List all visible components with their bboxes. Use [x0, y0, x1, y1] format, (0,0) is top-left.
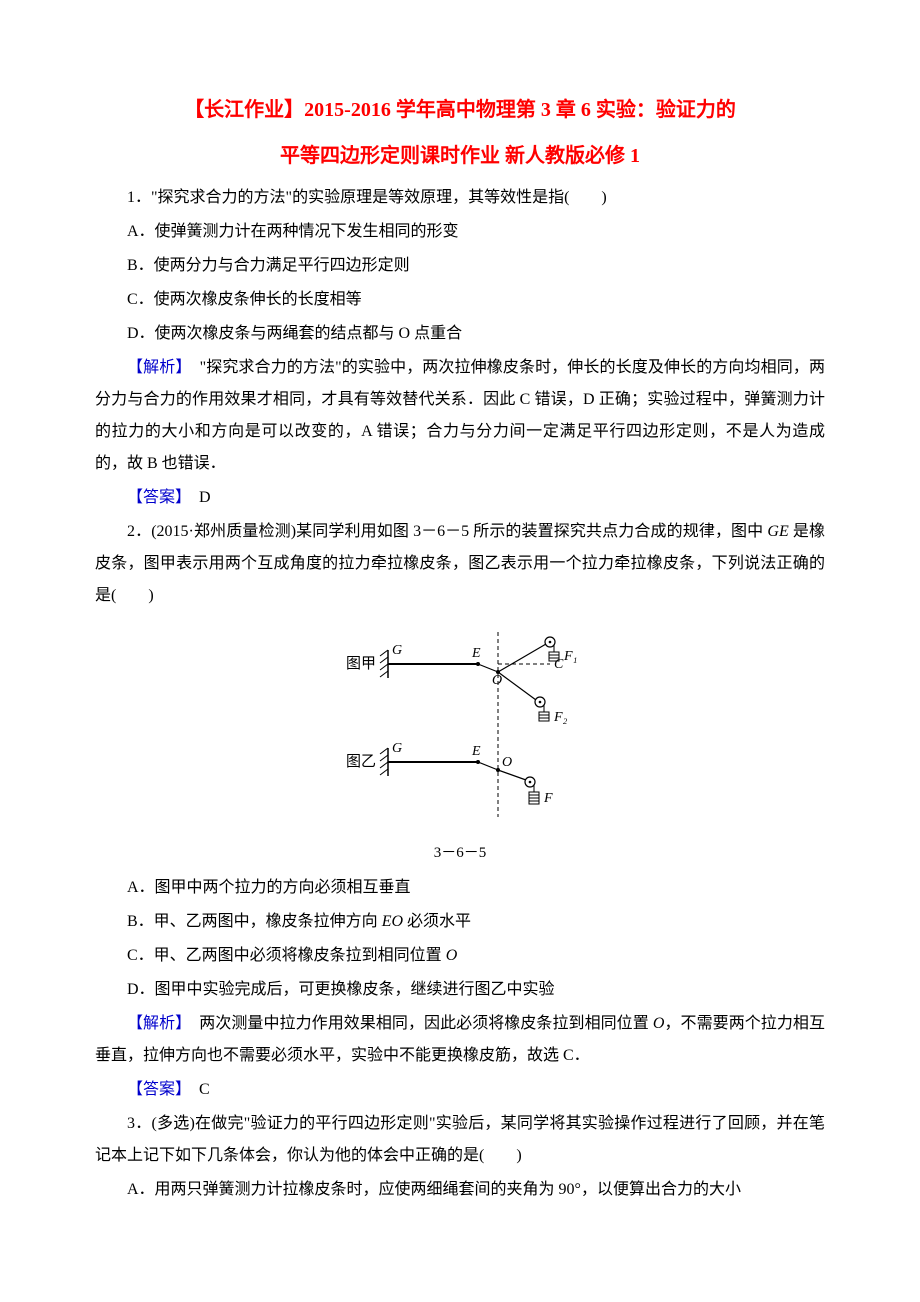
q2-opt-a: A．图甲中两个拉力的方向必须相互垂直	[95, 872, 825, 904]
q1-answer: 【答案】 D	[95, 482, 825, 514]
wall-bot	[380, 748, 388, 776]
q1-analysis-text: "探究求合力的方法"的实验中，两次拉伸橡皮条时，伸长的长度及伸长的方向均相同，两…	[95, 359, 825, 472]
lbl-f1: F₁	[563, 649, 577, 664]
q2-analysis-a: 两次测量中拉力作用效果相同，因此必须将橡皮条拉到相同位置	[183, 1015, 653, 1032]
q1-opt-d: D．使两次橡皮条与两绳套的结点都与 O 点重合	[95, 318, 825, 350]
title-line-2: 平等四边形定则课时作业 新人教版必修 1	[95, 136, 825, 176]
weight-f2	[539, 712, 549, 721]
q1-answer-text: D	[183, 489, 211, 506]
q1-opt-b: B．使两分力与合力满足平行四边形定则	[95, 250, 825, 282]
q2-answer: 【答案】 C	[95, 1074, 825, 1106]
answer-label-2: 【答案】	[127, 1081, 183, 1098]
figure-label: 3－6－5	[95, 838, 825, 868]
q2-analysis-o: O	[653, 1015, 665, 1032]
lbl-f2: F₂	[553, 710, 568, 725]
q2-opt-b-b: 必须水平	[403, 913, 471, 930]
lbl-e-top: E	[471, 646, 481, 661]
analysis-label-2: 【解析】	[127, 1015, 183, 1032]
analysis-label: 【解析】	[127, 359, 183, 376]
q3-stem: 3．(多选)在做完"验证力的平行四边形定则"实验后，某同学将其实验操作过程进行了…	[95, 1108, 825, 1172]
q2-opt-c-o: O	[446, 947, 458, 964]
lbl-g-top: G	[392, 643, 402, 658]
wall-top	[380, 650, 388, 678]
q2-opt-b-eo: EO	[382, 913, 403, 930]
q1-opt-c: C．使两次橡皮条伸长的长度相等	[95, 284, 825, 316]
q2-opt-b-a: B．甲、乙两图中，橡皮条拉伸方向	[127, 913, 382, 930]
q2-stem-a: 2．(2015·郑州质量检测)某同学利用如图 3－6－5 所示的装置探究共点力合…	[127, 523, 767, 540]
q2-ge: GE	[767, 523, 788, 540]
figure-3-6-5: G E O C F₁	[95, 622, 825, 868]
page: 【长江作业】2015-2016 学年高中物理第 3 章 6 实验：验证力的 平等…	[0, 0, 920, 1302]
lbl-bot: 图乙	[346, 753, 376, 770]
weight-f	[529, 792, 539, 804]
lbl-e-bot: E	[471, 744, 481, 759]
lbl-o-bot: O	[502, 755, 512, 770]
lbl-top: 图甲	[346, 655, 376, 672]
figure-svg: G E O C F₁	[310, 622, 610, 822]
lbl-o-top: O	[492, 673, 502, 688]
q2-opt-b: B．甲、乙两图中，橡皮条拉伸方向 EO 必须水平	[95, 906, 825, 938]
q2-opt-c-a: C．甲、乙两图中必须将橡皮条拉到相同位置	[127, 947, 446, 964]
title-line-1: 【长江作业】2015-2016 学年高中物理第 3 章 6 实验：验证力的	[95, 90, 825, 130]
q2-opt-d: D．图甲中实验完成后，可更换橡皮条，继续进行图乙中实验	[95, 974, 825, 1006]
q1-stem: 1．"探究求合力的方法"的实验原理是等效原理，其等效性是指( )	[95, 182, 825, 214]
q2-analysis: 【解析】 两次测量中拉力作用效果相同，因此必须将橡皮条拉到相同位置 O，不需要两…	[95, 1008, 825, 1072]
lbl-f: F	[543, 791, 553, 806]
q2-answer-text: C	[183, 1081, 210, 1098]
q1-analysis: 【解析】 "探究求合力的方法"的实验中，两次拉伸橡皮条时，伸长的长度及伸长的方向…	[95, 352, 825, 480]
q3-opt-a: A．用两只弹簧测力计拉橡皮条时，应使两细绳套间的夹角为 90°，以便算出合力的大…	[95, 1174, 825, 1206]
lbl-g-bot: G	[392, 741, 402, 756]
q1-opt-a: A．使弹簧测力计在两种情况下发生相同的形变	[95, 216, 825, 248]
q2-opt-c: C．甲、乙两图中必须将橡皮条拉到相同位置 O	[95, 940, 825, 972]
q2-stem: 2．(2015·郑州质量检测)某同学利用如图 3－6－5 所示的装置探究共点力合…	[95, 516, 825, 612]
answer-label: 【答案】	[127, 489, 183, 506]
